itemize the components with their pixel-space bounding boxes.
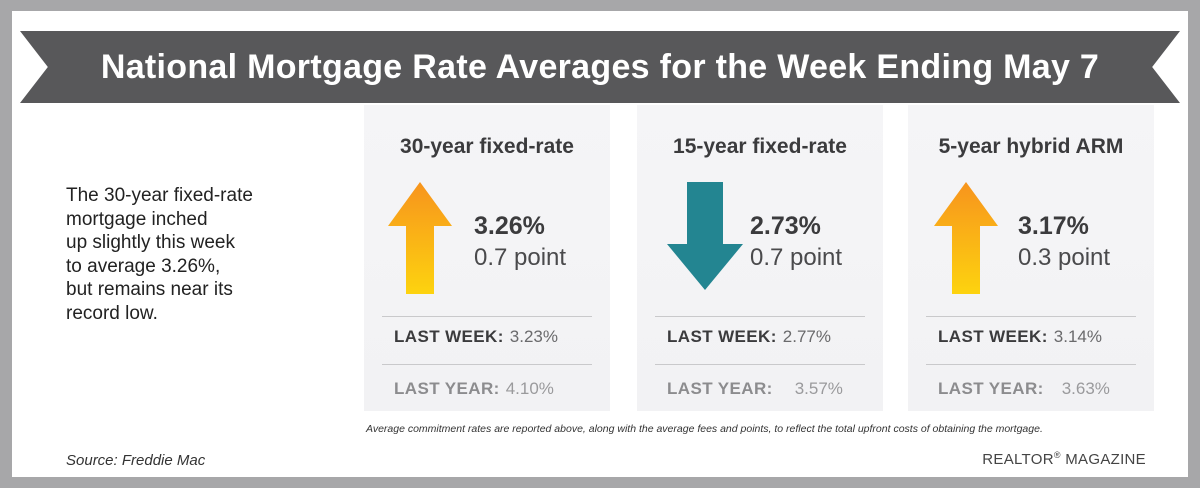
current-rate: 3.26% (474, 212, 545, 240)
panel-15-year-fixed: 15-year fixed-rate 2.73% 0.7 point LAST … (637, 105, 883, 411)
summary-line: record low. (66, 302, 158, 324)
rate-change: 0.7 point (474, 244, 567, 271)
last-week-value: 2.77% (782, 327, 831, 346)
panel-title: 5-year hybrid ARM (938, 135, 1124, 158)
up-arrow-icon (388, 182, 452, 294)
last-year-row: LAST YEAR: 3.57% (667, 379, 843, 399)
panel-30-year-fixed: 30-year fixed-rate 3.26% 0.7 point LAST … (364, 105, 610, 411)
rate-change: 0.3 point (1018, 244, 1111, 271)
summary-line: but remains near its (66, 279, 233, 300)
divider (655, 316, 865, 317)
title-banner: National Mortgage Rate Averages for the … (20, 31, 1180, 103)
summary-line: mortgage inched (66, 208, 208, 230)
last-year-label: LAST YEAR: (394, 379, 500, 398)
up-arrow-icon (934, 182, 998, 294)
last-year-label: LAST YEAR: (667, 379, 773, 398)
panel-title: 30-year fixed-rate (400, 135, 574, 158)
last-week-row: LAST WEEK: 3.23% (394, 327, 558, 347)
divider (926, 316, 1136, 317)
brand-name: REALTOR (982, 451, 1054, 468)
rate-change: 0.7 point (750, 244, 843, 271)
summary-line: The 30-year fixed-rate (66, 185, 253, 206)
last-week-value: 3.14% (1053, 327, 1102, 346)
last-year-row: LAST YEAR: 3.63% (938, 379, 1110, 399)
current-rate: 2.73% (750, 212, 821, 240)
last-year-label: LAST YEAR: (938, 379, 1044, 398)
panel-5-year-arm: 5-year hybrid ARM 3.17% 0.3 point LAST W… (908, 105, 1154, 411)
brand-logo: REALTOR® MAGAZINE (982, 450, 1146, 468)
registered-mark: ® (1053, 450, 1061, 460)
last-week-row: LAST WEEK: 3.14% (938, 327, 1102, 347)
last-year-value: 3.57% (794, 379, 843, 398)
summary-line: to average 3.26%, (66, 255, 221, 277)
divider (655, 364, 865, 365)
summary-line: up slightly this week (66, 232, 235, 253)
last-week-value: 3.23% (509, 327, 558, 346)
last-week-label: LAST WEEK: (938, 327, 1048, 346)
panel-title: 15-year fixed-rate (673, 135, 847, 158)
last-week-label: LAST WEEK: (394, 327, 504, 346)
divider (926, 364, 1136, 365)
divider (382, 364, 592, 365)
last-year-value: 4.10% (505, 379, 554, 398)
page-title: National Mortgage Rate Averages for the … (100, 48, 1100, 86)
source-credit: Source: Freddie Mac (66, 452, 206, 469)
down-arrow-icon (667, 182, 743, 290)
divider (382, 316, 592, 317)
current-rate: 3.17% (1018, 212, 1089, 240)
last-year-row: LAST YEAR: 4.10% (394, 379, 554, 399)
banner-ribbon (20, 31, 1180, 103)
footnote: Average commitment rates are reported ab… (366, 423, 1043, 435)
last-week-label: LAST WEEK: (667, 327, 777, 346)
summary-text: The 30-year fixed-rate mortgage inched u… (66, 184, 316, 325)
brand-suffix: MAGAZINE (1060, 451, 1146, 468)
last-week-row: LAST WEEK: 2.77% (667, 327, 831, 347)
last-year-value: 3.63% (1061, 379, 1110, 398)
